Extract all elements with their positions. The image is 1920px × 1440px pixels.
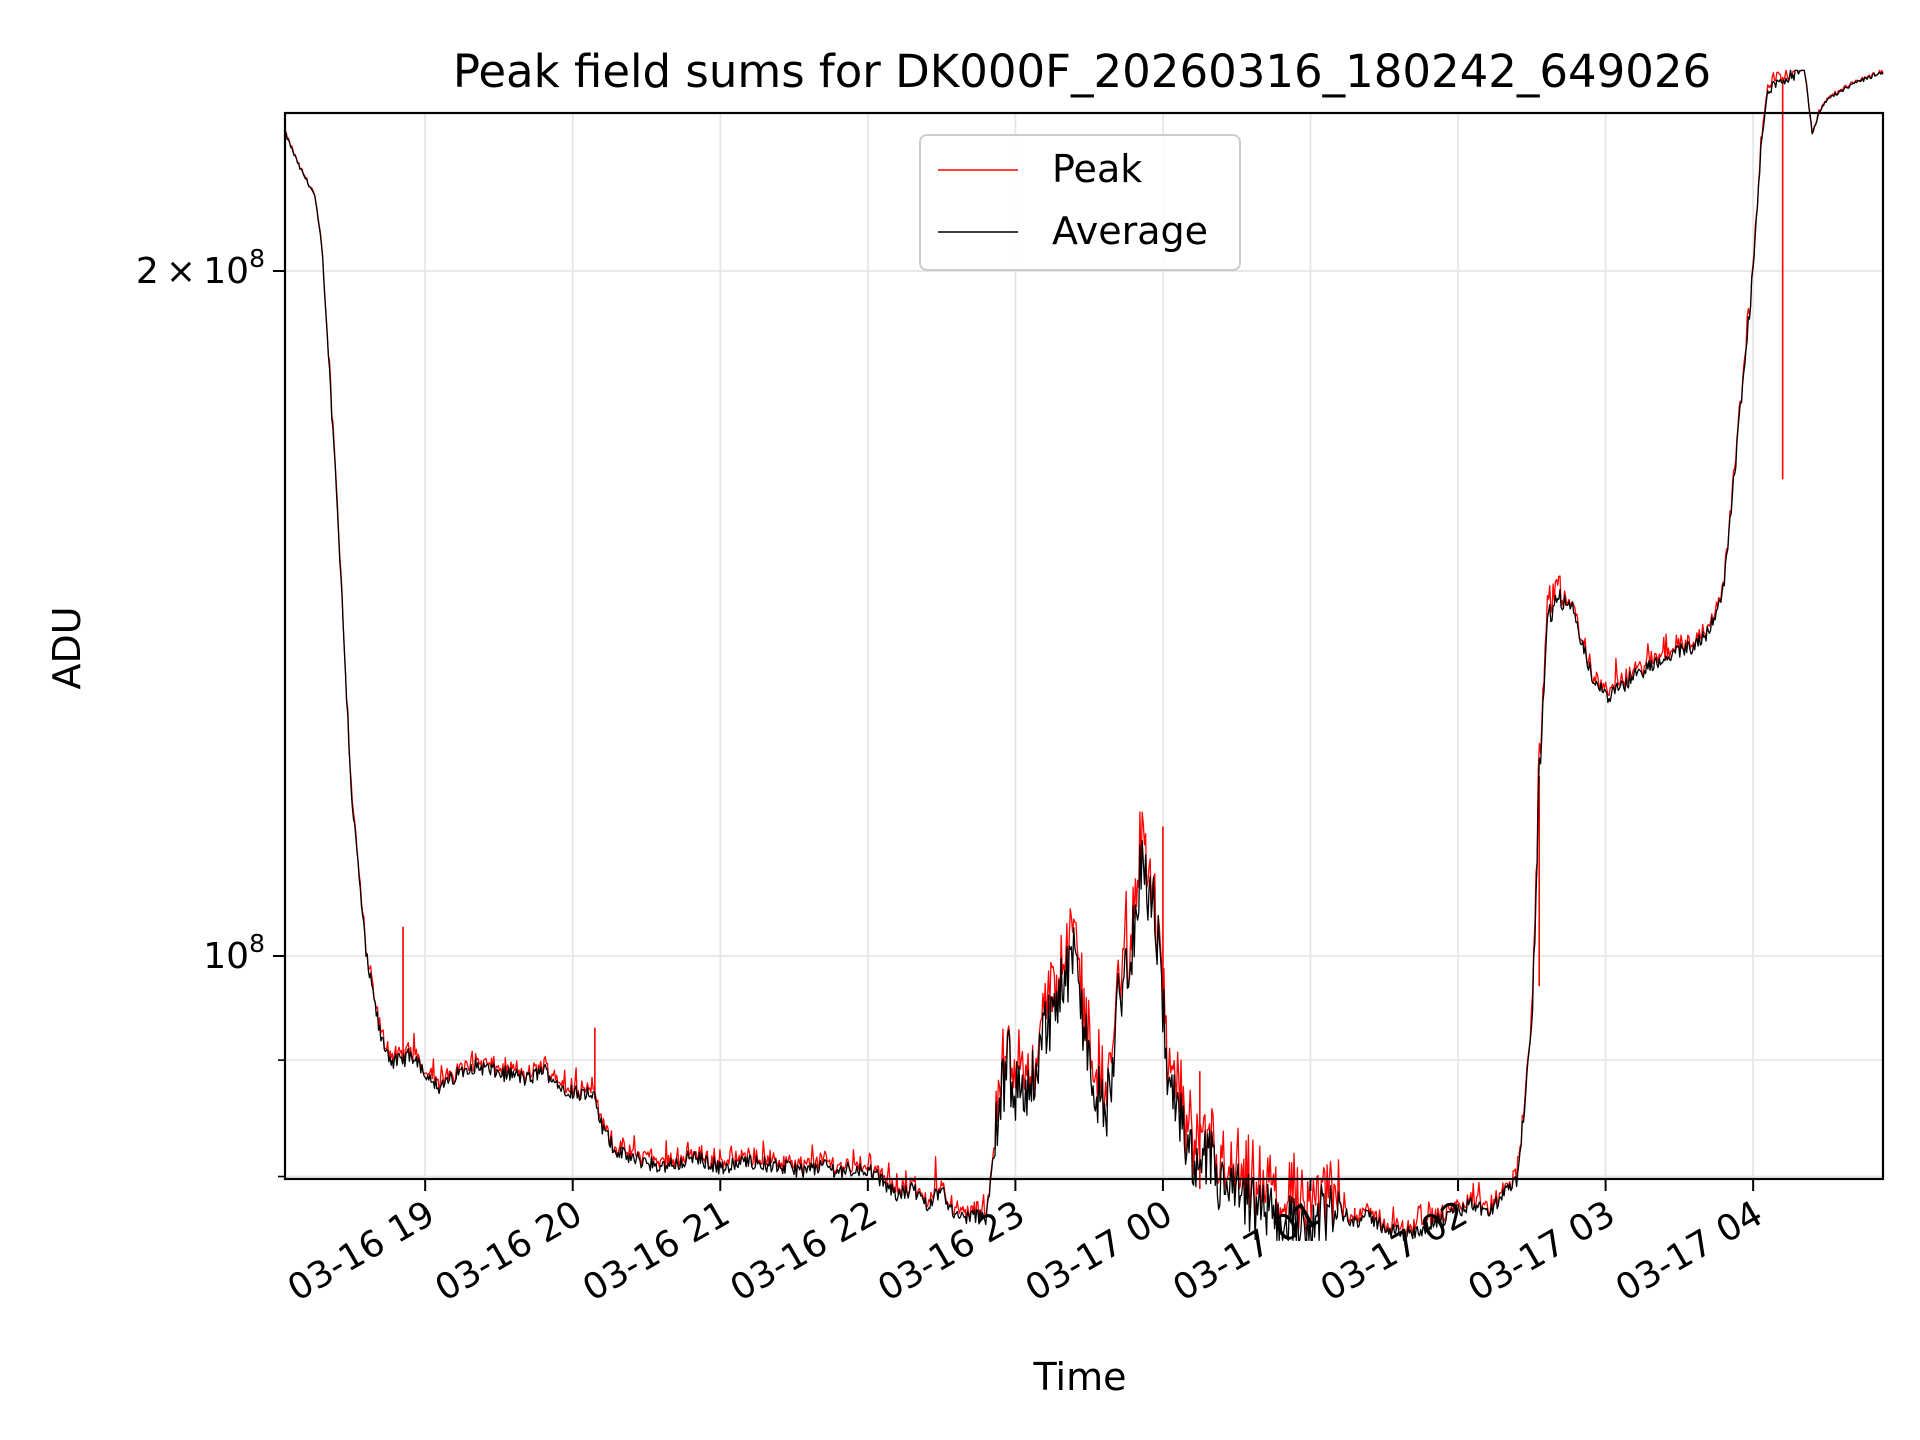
- x-axis-label: Time: [1033, 1355, 1127, 1399]
- legend: Peak Average: [919, 134, 1241, 271]
- y-tick-label: 108: [203, 929, 265, 977]
- y-axis: 108 2 × 108: [136, 244, 285, 1178]
- peak-line: [284, 69, 1884, 1240]
- average-series: [284, 69, 1884, 1241]
- grid: [285, 113, 1883, 1179]
- y-axis-label: ADU: [45, 606, 89, 689]
- chart-title: Peak field sums for DK000F_20260316_1802…: [453, 45, 1711, 98]
- y-tick-label: 2 × 108: [136, 244, 265, 292]
- legend-box: [919, 134, 1241, 271]
- average-line: [284, 69, 1884, 1241]
- legend-peak-label: Peak: [1052, 147, 1142, 191]
- peak-series: [284, 69, 1884, 1240]
- legend-average-label: Average: [1052, 209, 1208, 253]
- plot-frame: [283, 111, 1885, 1181]
